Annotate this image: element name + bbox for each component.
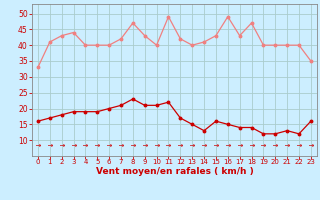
X-axis label: Vent moyen/en rafales ( km/h ): Vent moyen/en rafales ( km/h ) bbox=[96, 167, 253, 176]
